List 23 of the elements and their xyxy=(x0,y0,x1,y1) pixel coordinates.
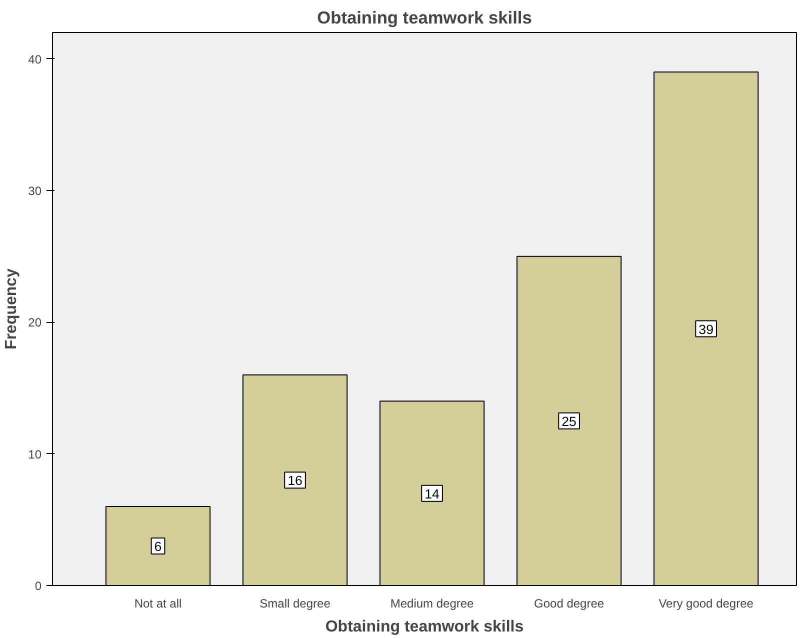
y-tick-label: 20 xyxy=(28,316,42,330)
bar xyxy=(105,506,211,586)
x-tick-label: Very good degree xyxy=(658,596,754,610)
chart-title: Obtaining teamwork skills xyxy=(317,8,532,28)
data-label: 25 xyxy=(562,414,576,429)
y-axis-title: Frequency xyxy=(3,268,20,350)
x-tick-label: Medium degree xyxy=(390,596,474,610)
data-label: 16 xyxy=(288,473,302,488)
x-tick-label: Good degree xyxy=(534,596,604,610)
y-tick-label: 30 xyxy=(28,184,42,198)
data-label: 6 xyxy=(154,539,162,554)
data-label: 14 xyxy=(424,486,440,502)
y-tick-label: 40 xyxy=(28,52,42,66)
bar xyxy=(516,256,622,586)
y-tick-label: 10 xyxy=(28,447,42,462)
x-axis-title: Obtaining teamwork skills xyxy=(325,618,524,636)
bar xyxy=(654,72,759,586)
y-tick-label: 0 xyxy=(34,579,42,593)
x-tick-label: Small degree xyxy=(260,596,331,610)
bar xyxy=(242,374,348,586)
bar xyxy=(379,400,485,586)
data-label: 39 xyxy=(698,322,714,337)
x-tick-label: Not at all xyxy=(134,596,182,610)
